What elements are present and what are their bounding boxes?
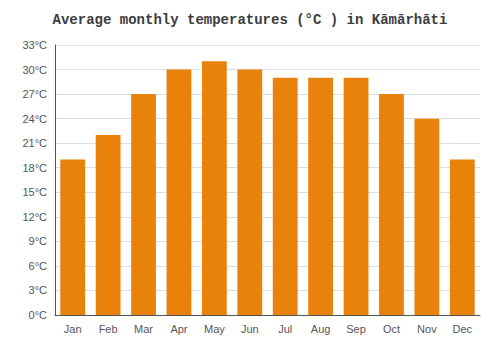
svg-text:21°C: 21°C [22,137,47,149]
svg-text:Mar: Mar [134,323,153,335]
svg-text:Oct: Oct [383,323,400,335]
svg-text:Jul: Jul [278,323,292,335]
svg-text:3°C: 3°C [29,284,48,296]
svg-text:24°C: 24°C [22,113,47,125]
svg-text:0°C: 0°C [29,309,48,321]
svg-text:Nov: Nov [417,323,437,335]
svg-text:15°C: 15°C [22,186,47,198]
svg-text:May: May [204,323,225,335]
svg-text:9°C: 9°C [29,235,48,247]
svg-text:18°C: 18°C [22,162,47,174]
svg-text:Feb: Feb [99,323,118,335]
svg-text:Average monthly temperatures (: Average monthly temperatures (°C ) in Kā… [53,12,448,28]
svg-text:Apr: Apr [170,323,187,335]
svg-text:Sep: Sep [346,323,366,335]
svg-text:27°C: 27°C [22,88,47,100]
svg-text:Jan: Jan [64,323,82,335]
svg-text:Aug: Aug [311,323,331,335]
svg-text:33°C: 33°C [22,39,47,51]
svg-text:Jun: Jun [241,323,259,335]
svg-text:12°C: 12°C [22,211,47,223]
svg-text:30°C: 30°C [22,64,47,76]
svg-text:6°C: 6°C [29,260,48,272]
svg-text:Dec: Dec [453,323,473,335]
